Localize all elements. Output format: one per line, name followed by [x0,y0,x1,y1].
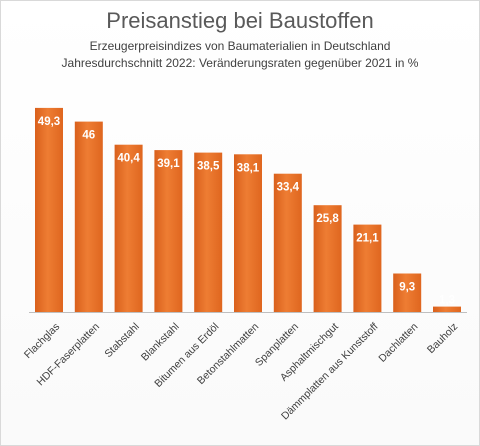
chart-subtitle-line-2: Jahresdurchschnitt 2022: Veränderungsrat… [61,56,419,70]
bar [194,152,223,312]
data-label: 9,3 [399,282,415,294]
data-label: 1,3 [439,295,455,307]
bar [273,173,302,312]
bar [393,273,422,312]
bar [154,150,183,312]
bar [234,154,262,312]
bar [353,224,382,312]
category-label: Dachlatten [376,321,420,365]
data-label: 40,4 [117,153,140,165]
data-label: 38,1 [237,162,260,174]
data-label: 33,4 [277,182,300,194]
data-label: 39,1 [157,158,180,170]
data-label: 38,5 [197,161,220,173]
bar [313,205,342,312]
bar [74,121,103,312]
data-label: 46 [82,130,95,142]
category-label: Stabstahl [102,321,141,360]
chart-subtitle-line-1: Erzeugerpreisindizes von Baumaterialien … [89,39,391,53]
bar [433,306,461,312]
data-label: 25,8 [316,213,339,225]
category-label: Bauholz [425,321,460,356]
data-label: 21,1 [356,233,379,245]
bar [114,144,143,312]
chart-title: Preisanstieg bei Baustoffen [106,8,374,33]
data-label: 49,3 [38,116,60,128]
category-label: Flachglas [22,321,62,361]
bar [35,107,63,313]
